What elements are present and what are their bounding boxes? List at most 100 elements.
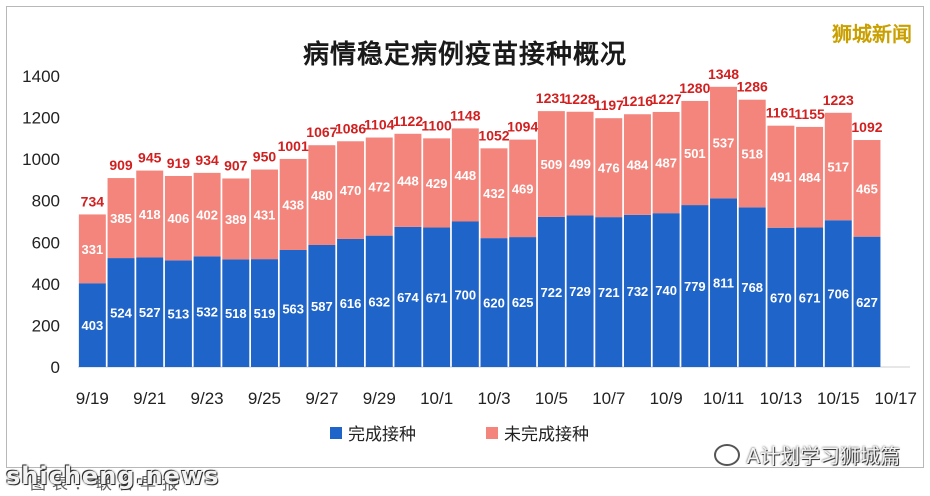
- data-label-incomplete: 465: [856, 181, 878, 196]
- data-label-incomplete: 517: [827, 160, 849, 175]
- data-label-total: 1161: [766, 105, 797, 121]
- bar-incomplete: [824, 112, 852, 221]
- legend-label-completed: 完成接种: [348, 425, 416, 445]
- bar-completed: [509, 237, 537, 367]
- data-label-total: 1001: [278, 138, 309, 154]
- bar-incomplete: [365, 137, 393, 236]
- bar-incomplete: [423, 138, 451, 228]
- bar-incomplete: [78, 214, 106, 284]
- data-label-completed: 632: [368, 294, 390, 309]
- x-tick-label: 9/21: [133, 389, 166, 408]
- data-label-total: 1197: [594, 97, 625, 113]
- bar-incomplete: [681, 100, 709, 206]
- bar-incomplete: [480, 148, 508, 239]
- legend-label-incomplete: 未完成接种: [504, 425, 589, 445]
- y-tick-label: 1200: [22, 109, 60, 128]
- data-label-incomplete: 431: [254, 207, 276, 222]
- data-label-incomplete: 469: [512, 181, 534, 196]
- data-label-completed: 732: [627, 284, 649, 299]
- data-label-incomplete: 499: [569, 157, 591, 172]
- y-tick-label: 600: [32, 233, 60, 252]
- data-label-incomplete: 509: [541, 157, 563, 172]
- bar-incomplete: [222, 178, 250, 260]
- data-label-completed: 700: [454, 287, 476, 302]
- bar-incomplete: [623, 114, 651, 215]
- legend-item-incomplete: 未完成接种: [486, 420, 589, 445]
- bar-completed: [623, 214, 651, 367]
- data-label-completed: 527: [139, 305, 161, 320]
- data-label-completed: 722: [541, 285, 563, 300]
- bar-incomplete: [308, 145, 336, 245]
- x-tick-label: 10/1: [420, 389, 453, 408]
- data-label-total: 909: [109, 157, 133, 173]
- data-label-total: 907: [224, 157, 248, 173]
- data-label-total: 1348: [708, 66, 739, 82]
- wechat-icon: [714, 443, 741, 466]
- data-label-incomplete: 402: [196, 208, 218, 223]
- data-label-incomplete: 476: [598, 161, 620, 176]
- data-label-total: 945: [138, 150, 162, 166]
- bar-incomplete: [738, 99, 766, 208]
- y-tick-label: 200: [32, 316, 60, 335]
- bar-completed: [107, 258, 135, 367]
- x-tick-label: 10/13: [760, 389, 803, 408]
- data-label-completed: 674: [397, 290, 419, 305]
- data-label-incomplete: 385: [110, 211, 132, 226]
- data-label-completed: 403: [81, 318, 103, 333]
- data-label-completed: 671: [426, 290, 448, 305]
- bar-completed: [78, 283, 106, 367]
- x-tick-label: 10/5: [535, 389, 568, 408]
- bar-completed: [365, 235, 393, 367]
- y-tick-label: 1000: [22, 150, 60, 169]
- data-label-completed: 625: [512, 295, 534, 310]
- x-tick-label: 9/25: [248, 389, 281, 408]
- data-label-incomplete: 480: [311, 188, 333, 203]
- bar-incomplete: [193, 172, 221, 257]
- legend: 完成接种 未完成接种: [330, 420, 589, 445]
- brand-logo: 狮城新闻: [828, 18, 916, 47]
- data-label-incomplete: 484: [799, 170, 821, 185]
- bar-incomplete: [451, 128, 479, 222]
- data-label-incomplete: 484: [627, 158, 649, 173]
- data-label-total: 1092: [851, 119, 882, 135]
- bar-incomplete: [652, 111, 680, 214]
- bar-incomplete: [394, 133, 422, 227]
- site-watermark: shicheng.news: [6, 462, 220, 490]
- data-label-total: 1067: [306, 124, 337, 140]
- bar-completed: [537, 216, 565, 367]
- bar-incomplete: [164, 175, 192, 261]
- data-label-total: 1148: [450, 107, 481, 123]
- data-label-completed: 811: [713, 276, 734, 291]
- data-label-completed: 768: [741, 280, 763, 295]
- data-label-total: 1052: [478, 127, 509, 143]
- data-label-incomplete: 501: [684, 146, 706, 161]
- bar-incomplete: [796, 126, 824, 228]
- bar-completed: [279, 249, 307, 367]
- bar-incomplete: [337, 141, 365, 239]
- data-label-completed: 513: [168, 307, 190, 322]
- bar-completed: [796, 227, 824, 367]
- data-label-total: 1100: [421, 117, 452, 133]
- x-tick-label: 9/27: [305, 389, 338, 408]
- data-label-completed: 519: [254, 306, 276, 321]
- data-label-completed: 779: [684, 279, 706, 294]
- legend-item-completed: 完成接种: [330, 420, 416, 445]
- y-tick-label: 800: [32, 192, 60, 211]
- bar-completed: [222, 259, 250, 367]
- data-label-completed: 620: [483, 296, 505, 311]
- data-label-completed: 532: [196, 305, 218, 320]
- y-tick-label: 1400: [22, 67, 60, 86]
- data-label-incomplete: 406: [168, 211, 190, 226]
- chart-title: 病情稳定病例疫苗接种概况: [302, 40, 627, 70]
- bar-completed: [738, 207, 766, 367]
- bar-completed: [423, 227, 451, 367]
- bar-completed: [337, 238, 365, 367]
- bar-incomplete: [136, 170, 164, 258]
- data-label-total: 950: [253, 149, 277, 165]
- data-label-incomplete: 429: [426, 176, 448, 191]
- bar-completed: [710, 198, 738, 367]
- data-label-total: 1104: [364, 117, 395, 133]
- bar-incomplete: [595, 118, 623, 218]
- data-label-completed: 587: [311, 299, 333, 314]
- bar-incomplete: [853, 140, 881, 237]
